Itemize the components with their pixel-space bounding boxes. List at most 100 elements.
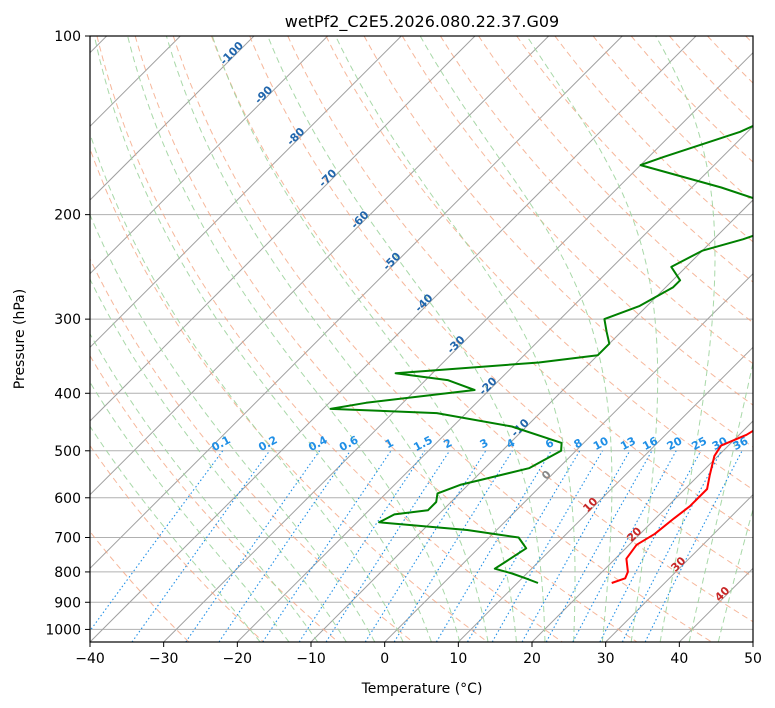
isotherm-line <box>310 199 753 642</box>
dry-adiabat-line <box>325 36 753 491</box>
dry-adiabat-line <box>211 36 753 623</box>
moist-adiabat-line <box>211 36 517 642</box>
moist-adiabat-line <box>335 36 576 642</box>
isotherm-label: -100 <box>217 39 246 68</box>
mixing-ratio-line <box>131 450 271 642</box>
mixing-ratio-line <box>90 450 224 632</box>
dry-adiabat-line <box>90 257 414 642</box>
isotherm-line <box>90 36 402 349</box>
dry-adiabat-line <box>90 530 190 642</box>
moist-adiabat-line <box>90 381 290 642</box>
mixing-ratio-line <box>644 450 743 642</box>
y-tick-label: 600 <box>54 491 81 507</box>
mixing-ratio-line <box>325 450 451 642</box>
isotherm-line <box>90 36 550 496</box>
y-tick-label: 500 <box>54 444 81 460</box>
x-tick-label: 20 <box>523 651 541 667</box>
isotherm-label: -50 <box>380 250 403 273</box>
y-tick-label: 900 <box>54 595 81 611</box>
x-tick-label: 0 <box>380 651 389 667</box>
moist-adiabat-line <box>165 36 489 642</box>
mixing-ratio-line <box>599 450 702 642</box>
y-tick-label: 1000 <box>45 622 81 638</box>
y-tick-label: 800 <box>54 565 81 581</box>
dry-adiabat-line <box>172 36 712 642</box>
isotherm-label-warm: 40 <box>712 584 732 604</box>
dry-adiabat-line <box>592 36 753 203</box>
mixing-ratio-line <box>364 450 487 642</box>
isotherm-line <box>384 272 753 642</box>
isotherm-line <box>90 36 623 570</box>
dry-adiabat-line <box>363 36 753 448</box>
dry-adiabat-line <box>249 36 753 578</box>
isotherm-line <box>236 125 753 642</box>
mixing-ratio-line <box>262 450 392 642</box>
plot-area: 0.1 0.2 0.4 0.6 1 1.5 2 3 4 6 8 10 13 16 20 25 30 36-100-… <box>90 36 753 642</box>
moist-adiabat-line <box>90 278 347 642</box>
x-tick-label: −30 <box>149 651 179 667</box>
isotherm-label: -10 <box>509 416 532 439</box>
moist-adiabat-line <box>90 425 261 642</box>
mixing-ratio-line <box>218 450 351 642</box>
mixing-ratio-label: 10 <box>591 434 611 453</box>
dry-adiabat-line <box>669 36 753 124</box>
moist-adiabat-line <box>90 332 319 642</box>
x-axis-label: Temperature (°C) <box>361 681 483 697</box>
mixing-ratio-line <box>572 450 677 642</box>
isotherm-label: -20 <box>476 374 499 397</box>
y-tick-label: 700 <box>54 531 81 547</box>
x-tick-label: 50 <box>744 651 762 667</box>
mixing-ratio-line <box>521 450 631 642</box>
dry-adiabat-line <box>439 36 753 365</box>
mixing-ratio-label: 16 <box>640 434 660 453</box>
dry-adiabat-line <box>90 444 264 642</box>
moist-adiabat-line <box>267 36 546 642</box>
mixing-ratio-label: 20 <box>665 434 685 453</box>
mixing-ratio-label: 3 <box>478 436 491 451</box>
x-tick-label: −10 <box>296 651 326 667</box>
isotherm-line <box>605 493 753 642</box>
y-tick-label: 300 <box>54 312 81 328</box>
dry-adiabat-line <box>401 36 753 406</box>
mixing-ratio-line <box>545 450 653 642</box>
y-axis-label: Pressure (hPa) <box>12 289 28 389</box>
dry-adiabat-line <box>134 36 638 642</box>
mixing-ratio-line <box>298 450 426 642</box>
mixing-ratio-label: 30 <box>710 434 730 453</box>
dry-adiabat-line <box>554 36 753 243</box>
moist-adiabat-line <box>526 36 659 642</box>
moist-adiabat-line <box>127 36 461 642</box>
dry-adiabat-line <box>96 36 563 642</box>
mixing-ratio-label: 2 <box>441 436 454 451</box>
x-tick-label: −20 <box>223 651 253 667</box>
moist-adiabat-line <box>93 36 432 642</box>
dry-adiabat-line <box>90 147 488 642</box>
isotherm-line <box>90 36 255 201</box>
y-tick-label: 100 <box>54 29 81 45</box>
moist-adiabat-line <box>419 36 613 642</box>
isotherm-label: -30 <box>444 333 467 356</box>
isotherm-line <box>531 420 753 642</box>
isotherm-line <box>90 36 476 422</box>
x-tick-label: 30 <box>597 651 615 667</box>
x-tick-label: 10 <box>449 651 467 667</box>
isotherm-line <box>90 36 697 642</box>
mixing-ratio-label: 13 <box>618 434 638 453</box>
isotherm-line <box>678 567 753 642</box>
axes: −40 −30 −20 −10 0 10 20 30 40 50 100 200 300 400 500 60… <box>45 29 762 667</box>
isotherm-label: -40 <box>412 291 435 314</box>
dewpoint-profile-line <box>329 124 753 584</box>
mixing-ratio-label: 25 <box>689 434 709 453</box>
moist-adiabat-line <box>90 213 376 642</box>
moist-adiabat-line <box>655 36 716 642</box>
temperature-profile-line <box>611 429 753 584</box>
mixing-ratio-line <box>435 450 552 642</box>
chart-title: wetPf2_C2E5.2026.080.22.37.G09 <box>285 12 559 32</box>
isotherm-line <box>163 51 753 642</box>
moist-adiabat-line <box>717 507 753 642</box>
x-tick-label: 40 <box>670 651 688 667</box>
isotherm-line <box>752 641 753 642</box>
y-tick-label: 200 <box>54 208 81 224</box>
x-tick-label: −40 <box>75 651 105 667</box>
